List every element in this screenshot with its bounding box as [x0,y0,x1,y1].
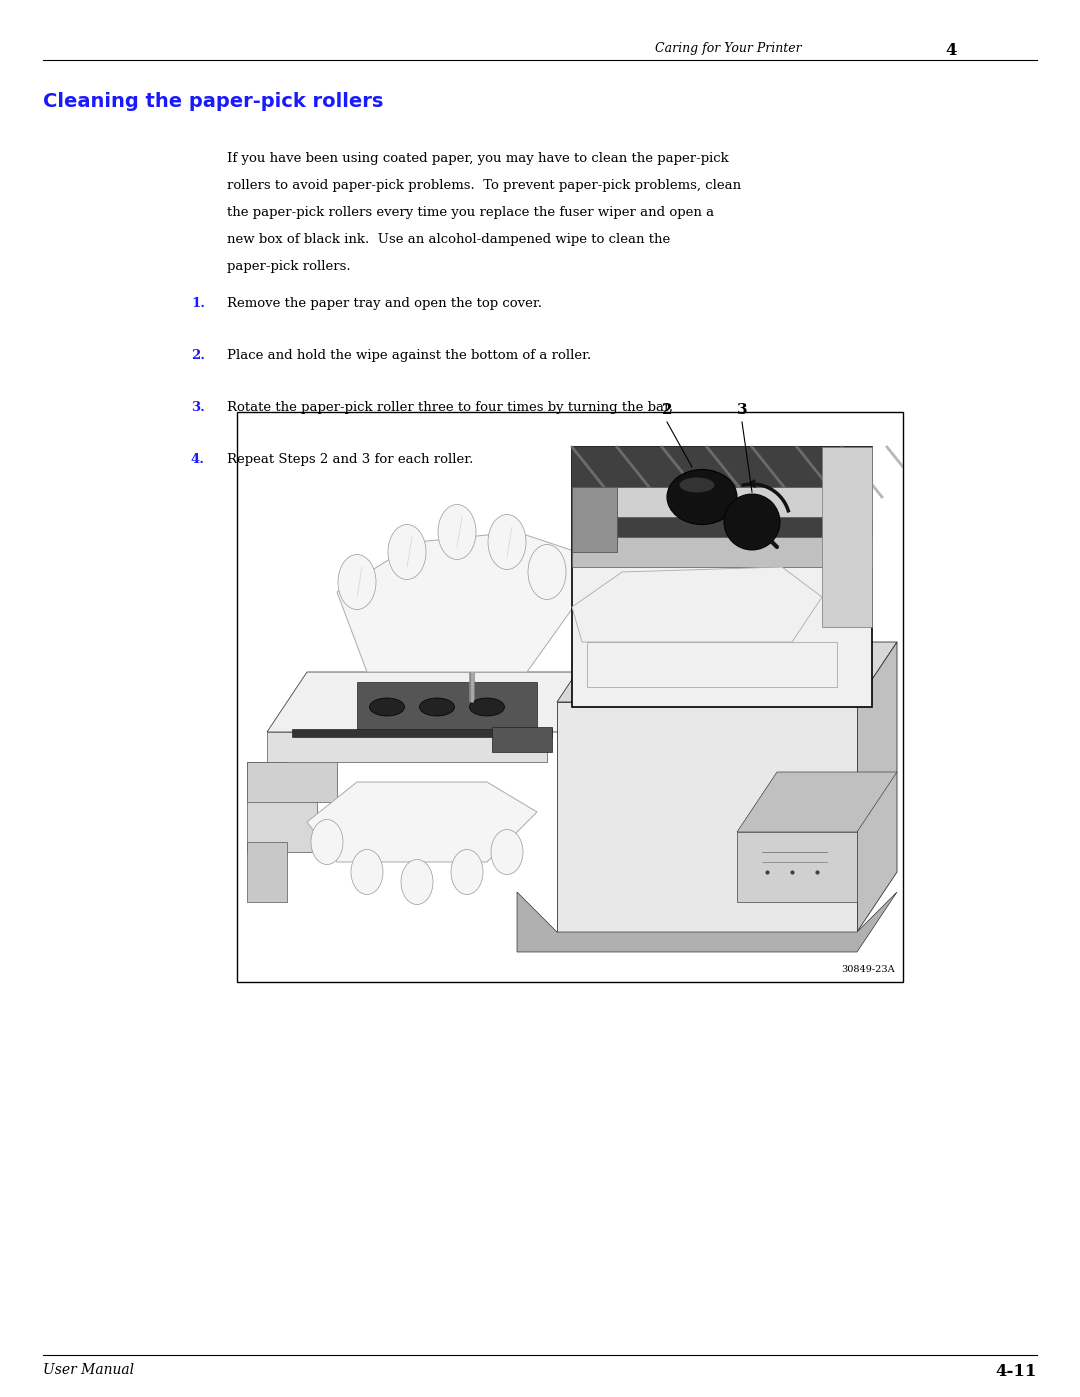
Polygon shape [267,732,546,761]
Polygon shape [267,672,597,732]
Polygon shape [307,782,537,862]
Ellipse shape [351,849,383,894]
Ellipse shape [419,698,455,717]
Ellipse shape [338,555,376,609]
Polygon shape [337,532,577,672]
Polygon shape [822,447,872,627]
Ellipse shape [491,830,523,875]
Polygon shape [357,682,537,732]
Bar [572,536,872,567]
Text: 3.: 3. [191,401,205,414]
Polygon shape [557,643,897,703]
Polygon shape [517,893,897,951]
Ellipse shape [311,820,343,865]
Polygon shape [737,833,858,902]
Polygon shape [557,703,858,932]
Text: 30849-23A: 30849-23A [841,965,895,974]
Text: Rotate the paper-pick roller three to four times by turning the bar.: Rotate the paper-pick roller three to fo… [227,401,673,414]
Ellipse shape [528,545,566,599]
Ellipse shape [438,504,476,560]
Bar [572,488,872,517]
Ellipse shape [667,469,737,524]
Text: 3: 3 [737,402,747,416]
Polygon shape [858,643,897,932]
Text: 4-11: 4-11 [996,1363,1037,1380]
Bar [492,726,552,752]
Text: If you have been using coated paper, you may have to clean the paper-pick: If you have been using coated paper, you… [227,152,729,165]
Ellipse shape [388,524,426,580]
Text: 2.: 2. [191,349,205,362]
Ellipse shape [369,698,405,717]
Ellipse shape [470,698,504,717]
Text: new box of black ink.  Use an alcohol-dampened wipe to clean the: new box of black ink. Use an alcohol-dam… [227,233,671,246]
Text: the paper-pick rollers every time you replace the fuser wiper and open a: the paper-pick rollers every time you re… [227,205,714,219]
Polygon shape [247,842,287,902]
Ellipse shape [401,859,433,904]
Text: User Manual: User Manual [43,1363,134,1377]
Polygon shape [572,567,822,643]
Text: Caring for Your Printer: Caring for Your Printer [654,42,801,54]
Text: 1.: 1. [191,298,205,310]
Text: 4.: 4. [191,453,205,467]
Ellipse shape [451,849,483,894]
Text: 4: 4 [945,42,957,59]
Ellipse shape [488,514,526,570]
Text: rollers to avoid paper-pick problems.  To prevent paper-pick problems, clean: rollers to avoid paper-pick problems. To… [227,179,741,191]
Text: Cleaning the paper-pick rollers: Cleaning the paper-pick rollers [43,92,383,110]
Circle shape [724,495,780,550]
Polygon shape [737,773,897,833]
Text: Repeat Steps 2 and 3 for each roller.: Repeat Steps 2 and 3 for each roller. [227,453,473,467]
Text: 2: 2 [662,402,672,416]
Bar [588,643,837,687]
Text: paper-pick rollers.: paper-pick rollers. [227,260,351,272]
Text: Remove the paper tray and open the top cover.: Remove the paper tray and open the top c… [227,298,542,310]
Polygon shape [247,732,337,802]
Text: Place and hold the wipe against the bottom of a roller.: Place and hold the wipe against the bott… [227,349,591,362]
Bar [292,729,552,738]
Polygon shape [247,761,318,852]
Ellipse shape [679,478,715,493]
Bar [572,447,872,567]
Bar [572,447,872,707]
Bar [237,412,903,982]
Bar [572,488,617,552]
